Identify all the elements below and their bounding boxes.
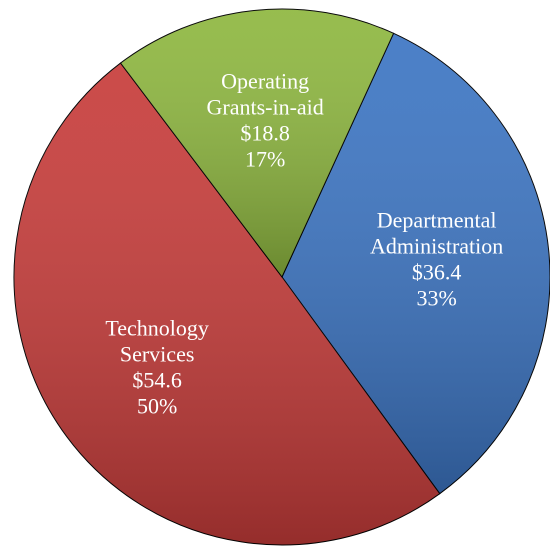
category-label: Technology Services	[105, 316, 209, 367]
slice-label: Technology Services $54.6 50%	[105, 316, 209, 419]
value-label: $54.6	[132, 368, 182, 393]
slice-shade	[120, 9, 394, 278]
slice-shade	[282, 33, 550, 494]
slice-label: Operating Grants-in-aid $18.8 17%	[207, 69, 324, 172]
category-line: Technology	[105, 316, 209, 341]
category-line: Administration	[370, 234, 503, 259]
category-label: Operating Grants-in-aid	[207, 69, 324, 120]
category-line: Operating	[221, 69, 309, 94]
percent-label: 50%	[137, 394, 177, 419]
slice-label: Departmental Administration $36.4 33%	[370, 208, 503, 311]
percent-label: 33%	[416, 286, 456, 311]
category-label: Departmental Administration	[370, 208, 503, 259]
category-line: Departmental	[377, 208, 497, 233]
category-line: Grants-in-aid	[207, 95, 324, 120]
slice-shade	[13, 63, 440, 546]
value-label: $18.8	[240, 121, 290, 146]
category-line: Services	[120, 342, 195, 367]
value-label: $36.4	[412, 260, 462, 285]
percent-label: 17%	[245, 147, 285, 172]
